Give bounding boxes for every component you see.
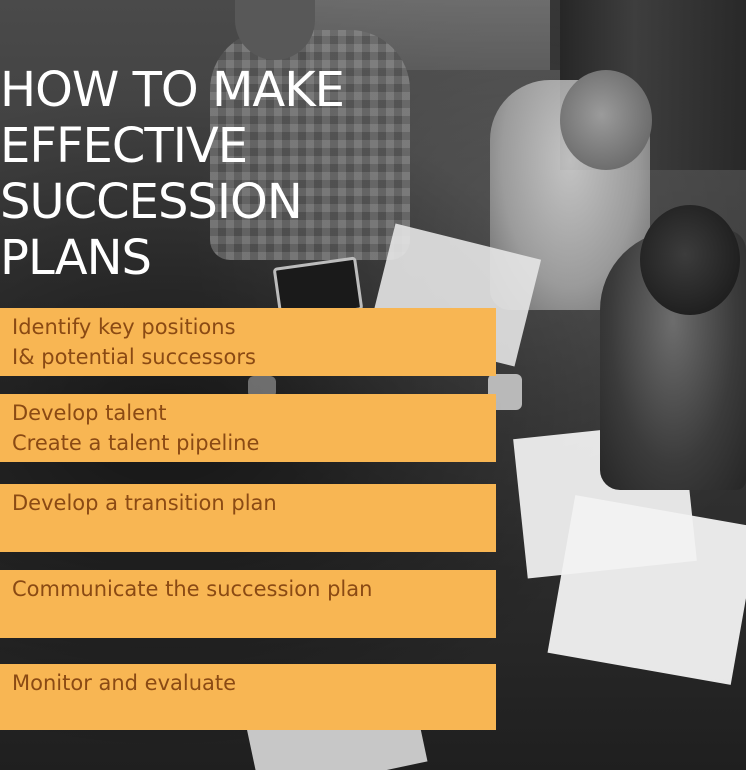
step-develop-talent: Develop talent Create a talent pipeline: [0, 394, 496, 462]
step-text: Monitor and evaluate: [12, 671, 237, 695]
step-monitor-evaluate: Monitor and evaluate: [0, 664, 496, 730]
title-line: HOW TO MAKE: [0, 62, 345, 118]
step-identify-key-positions: Identify key positions I& potential succ…: [0, 308, 496, 376]
background-person-white-head: [560, 70, 652, 170]
step-transition-plan: Develop a transition plan: [0, 484, 496, 552]
step-text: Develop talent: [12, 401, 167, 425]
background-person-plaid-shirt: [210, 30, 410, 260]
step-communicate-plan: Communicate the succession plan: [0, 570, 496, 638]
step-text: Identify key positions: [12, 315, 236, 339]
title-line: EFFECTIVE: [0, 118, 248, 174]
background-person-cardigan-head: [640, 205, 740, 315]
step-text: I& potential successors: [12, 345, 256, 369]
step-text: Develop a transition plan: [12, 491, 277, 515]
step-text: Communicate the succession plan: [12, 577, 373, 601]
title-line: PLANS: [0, 230, 152, 286]
background-cup: [248, 376, 276, 398]
step-text: Create a talent pipeline: [12, 431, 260, 455]
page-title: HOW TO MAKE EFFECTIVE SUCCESSION PLANS: [0, 62, 345, 286]
title-line: SUCCESSION: [0, 174, 303, 230]
background-paper: [547, 495, 746, 685]
